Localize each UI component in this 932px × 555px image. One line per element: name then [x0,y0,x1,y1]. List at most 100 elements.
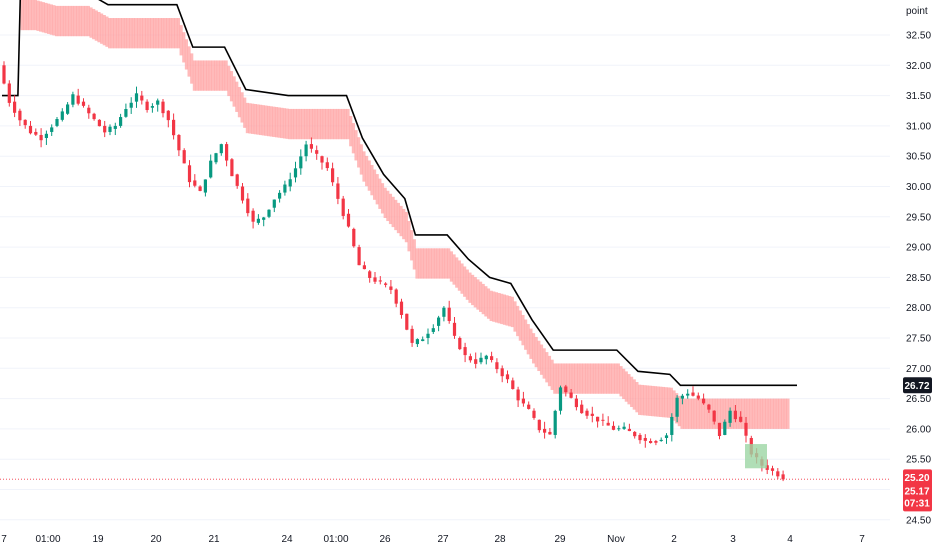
candle-body [177,134,181,151]
band-segment [590,363,594,394]
band-segment [314,108,318,140]
candle-body [60,111,64,120]
candle [394,288,398,308]
candle-body [346,213,351,227]
band-segment [433,248,438,279]
band-segment [534,336,538,368]
candle [389,279,393,295]
band-segment [78,5,82,37]
band-segment [113,18,117,49]
candle-body [659,439,663,442]
band-segment [441,248,446,279]
band-segment [92,8,96,40]
band-segment [304,108,308,140]
candle-body [399,301,404,315]
candle-body [288,179,292,187]
candle-body [410,328,414,343]
x-tick-label: 20 [150,534,162,545]
candle [187,160,192,188]
candle [580,400,584,414]
candle-body [134,93,139,102]
candle-body [103,125,107,133]
band-segment [25,0,29,31]
band-segment [513,301,517,332]
band-segment [359,144,363,175]
candle [357,244,361,266]
candle-body [723,421,727,435]
candle [659,437,663,442]
candle-body [664,435,669,438]
band-segment [455,257,459,288]
candle-body [426,333,430,338]
band-segment [129,18,133,49]
level-tag-label: 26.72 [904,381,929,392]
band-segment [489,290,493,322]
y-axis[interactable]: point 32.50 32.00 31.50 31.00 30.50 30.00 29.50… [906,6,931,526]
candle [172,113,176,140]
band-segment [725,398,729,429]
band-segment [484,286,488,317]
candle-body [702,398,706,404]
band-segment [706,398,711,429]
band-segment [545,352,549,383]
band-segment [20,0,24,31]
candle-body [474,359,478,364]
band-segment [505,295,509,326]
level-tag-box [903,377,932,394]
candle [103,120,107,138]
candle-body [325,162,329,169]
x-tick-label: 7 [859,534,865,545]
band-segment [431,248,435,279]
candle-body [71,94,75,105]
y-axis-unit-label: point [906,6,928,17]
band-segment [110,18,114,49]
band-segment [555,363,559,394]
y-tick-label: 27.00 [906,364,931,375]
candle-body [50,127,54,132]
y-tick-label: 26.00 [906,424,931,435]
candle-body [728,410,732,423]
candle-body [13,101,17,113]
band-segment [630,376,634,408]
candle [87,104,91,119]
band-segment [269,106,273,137]
candle-body [214,153,218,163]
band-segment [362,151,366,182]
band-segment [312,108,316,140]
candle [702,393,706,405]
candle [505,370,510,384]
candle [145,99,149,113]
band-segment [542,348,546,379]
band-segment [179,25,183,56]
candle-body [686,393,690,396]
band-segment [465,269,469,300]
current-price-value: 25.20 [904,473,929,484]
band-segment [786,398,790,429]
candle-body [81,101,86,106]
band-segment [68,5,72,37]
band-segment [661,386,665,418]
candle-body [240,186,245,201]
band-segment [367,160,371,191]
band-segment [89,7,93,38]
band-segment [704,398,708,429]
band-segment [394,199,398,231]
candle [362,261,366,270]
band-segment [698,398,703,429]
x-tick-label: 01:00 [323,534,348,545]
band-segment [420,248,424,279]
band-segment [510,296,514,328]
candle [55,116,59,128]
x-axis[interactable]: 7 01:00 19 20 21 24 01:00 26 27 28 29 Nov 2 3 4 7 [1,534,865,545]
band-segment [460,263,464,294]
candle-body [246,198,250,214]
candle [463,342,467,363]
band-segment [701,398,705,429]
x-tick-label: 21 [208,534,220,545]
candle [601,413,605,426]
candle-body [230,159,234,177]
candle-body [421,339,425,342]
band-segment [264,105,268,136]
band-segment [481,283,485,315]
